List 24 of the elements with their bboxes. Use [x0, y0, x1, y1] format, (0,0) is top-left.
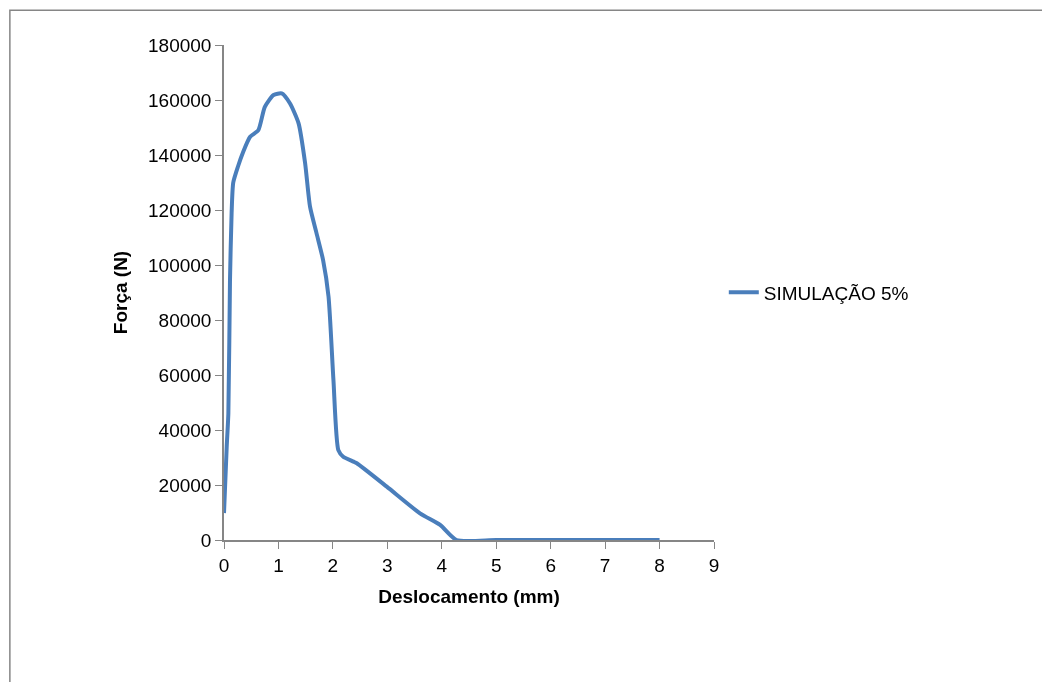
- x-tick-label: 6: [545, 554, 556, 576]
- x-tick-label: 5: [490, 554, 502, 576]
- x-tick-label: 7: [599, 554, 611, 576]
- y-tick-label: 120000: [148, 199, 212, 221]
- x-tick-label: 9: [708, 554, 720, 576]
- legend-label: SIMULAÇÃO 5%: [763, 282, 909, 304]
- y-axis-title: Força (N): [110, 250, 132, 335]
- x-tick-label: 8: [654, 554, 665, 576]
- x-tick-label: 0: [218, 554, 230, 576]
- y-tick-label: 80000: [158, 309, 212, 331]
- x-axis-title: Deslocamento (mm): [378, 585, 560, 607]
- y-tick-label: 140000: [148, 144, 212, 166]
- y-tick-label: 0: [200, 529, 212, 551]
- y-tick-label: 40000: [158, 419, 212, 441]
- x-tick-label: 3: [382, 554, 393, 576]
- y-tick-label: 60000: [158, 364, 212, 386]
- line-series: [224, 91, 662, 540]
- y-tick-label: 100000: [148, 254, 212, 276]
- x-tick-label: 2: [327, 554, 339, 576]
- x-tick-label: 4: [436, 554, 448, 576]
- y-tick-label: 160000: [148, 89, 212, 111]
- y-tick-label: 20000: [158, 474, 212, 496]
- x-tick-label: 1: [273, 554, 284, 576]
- y-tick-label: 180000: [148, 34, 212, 56]
